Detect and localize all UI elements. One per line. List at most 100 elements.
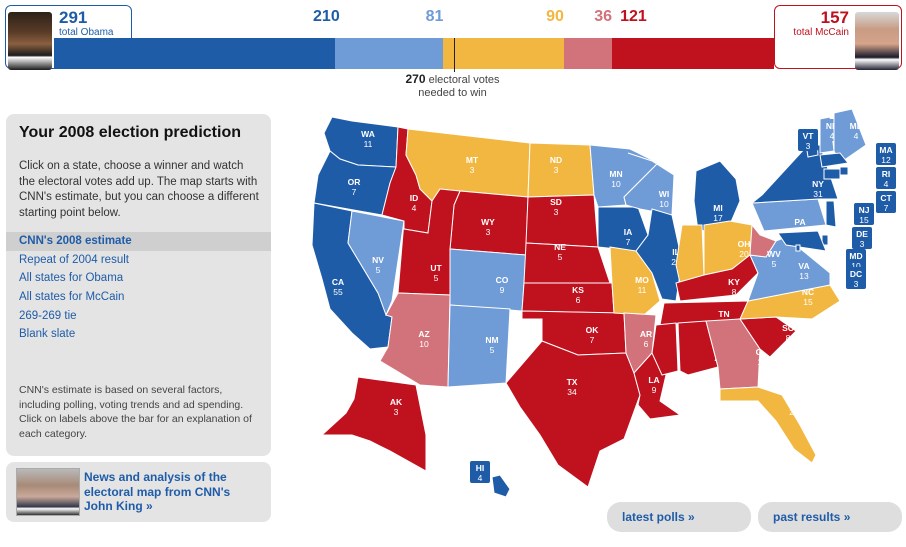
state-ma[interactable]	[819, 152, 849, 168]
state-nj[interactable]	[825, 200, 837, 228]
state-abbr-az: AZ	[418, 329, 429, 339]
state-abbr-ia: IA	[624, 227, 633, 237]
state-fl[interactable]	[719, 386, 817, 464]
state-ev-ak: 3	[394, 407, 399, 417]
state-abbr-hi: HI	[476, 463, 485, 473]
state-ev-ma: 12	[881, 155, 891, 165]
john-king-link[interactable]: News and analysis of the electoral map f…	[84, 470, 231, 513]
state-me[interactable]	[833, 108, 867, 164]
state-ev-me: 4	[854, 131, 859, 141]
state-abbr-la: LA	[648, 375, 659, 385]
state-ev-oh: 20	[739, 249, 749, 259]
state-badge-hi[interactable]	[470, 461, 490, 483]
state-abbr-nd: ND	[550, 155, 562, 165]
state-abbr-fl: FL	[789, 397, 799, 407]
bar-label-solid-mccain[interactable]: 121	[620, 8, 647, 25]
state-ev-tx: 34	[567, 387, 577, 397]
state-badge-dc[interactable]	[846, 267, 866, 289]
state-in[interactable]	[675, 224, 705, 284]
state-ev-nc: 15	[803, 297, 813, 307]
john-king-promo[interactable]: News and analysis of the electoral map f…	[6, 462, 271, 522]
state-badge-ri[interactable]	[876, 167, 896, 189]
option-2[interactable]: All states for Obama	[19, 272, 124, 285]
bar-segment-lean-obama	[335, 38, 444, 69]
state-ct[interactable]	[823, 168, 841, 180]
bar-label-tossup[interactable]: 90	[546, 8, 564, 25]
state-ms[interactable]	[651, 322, 679, 376]
state-abbr-mt: MT	[466, 155, 479, 165]
option-1[interactable]: Repeat of 2004 result	[19, 253, 129, 266]
state-ev-fl: 27	[789, 407, 799, 417]
state-az[interactable]	[379, 292, 451, 388]
state-ne[interactable]	[523, 242, 611, 284]
bar-label-lean-obama[interactable]: 81	[425, 8, 444, 25]
state-ev-id: 4	[412, 203, 417, 213]
state-ev-ct: 7	[884, 203, 889, 213]
state-mi[interactable]	[693, 160, 741, 232]
state-ev-nd: 3	[554, 165, 559, 175]
state-badge-vt[interactable]	[798, 129, 818, 151]
needed-text: electoral votes	[428, 74, 500, 86]
bar-label-lean-mccain[interactable]: 36	[594, 8, 613, 25]
state-badge-nj[interactable]	[854, 203, 874, 225]
option-5[interactable]: Blank slate	[19, 328, 76, 341]
starting-point-options: CNN's 2008 estimate Repeat of 2004 result…	[6, 232, 271, 344]
state-abbr-nv: NV	[372, 255, 384, 265]
state-abbr-or: OR	[348, 177, 361, 187]
option-4[interactable]: 269-269 tie	[19, 309, 77, 322]
state-md[interactable]	[777, 230, 827, 252]
state-ks[interactable]	[521, 282, 615, 314]
state-abbr-mi: MI	[713, 203, 722, 213]
state-co[interactable]	[449, 248, 527, 312]
state-nm[interactable]	[447, 304, 511, 388]
panel-note: CNN's estimate is based on several facto…	[19, 384, 252, 440]
state-al[interactable]	[677, 320, 719, 376]
state-ev-az: 10	[419, 339, 429, 349]
option-3[interactable]: All states for McCain	[19, 291, 125, 304]
state-abbr-me: ME	[850, 121, 863, 131]
state-ri[interactable]	[839, 166, 849, 176]
state-badge-ma[interactable]	[876, 143, 896, 165]
state-dc[interactable]	[795, 244, 801, 252]
state-ev-sc: 8	[786, 333, 791, 343]
past-results-button[interactable]: past results »	[758, 502, 902, 532]
state-ev-ar: 6	[644, 339, 649, 349]
state-ev-mn: 10	[611, 179, 621, 189]
state-badge-de[interactable]	[852, 227, 872, 249]
state-ev-dc: 3	[854, 279, 859, 289]
state-abbr-wa: WA	[361, 129, 375, 139]
state-abbr-tn: TN	[718, 309, 729, 319]
state-ev-ca: 55	[333, 287, 343, 297]
state-pa[interactable]	[751, 198, 827, 232]
state-ev-wy: 3	[486, 227, 491, 237]
state-abbr-ny: NY	[812, 179, 824, 189]
state-mt[interactable]	[405, 128, 531, 202]
state-wi[interactable]	[623, 152, 675, 216]
state-abbr-nm: NM	[485, 335, 498, 345]
option-0[interactable]: CNN's 2008 estimate	[6, 232, 271, 251]
latest-polls-button[interactable]: latest polls »	[607, 502, 751, 532]
state-abbr-wi: WI	[659, 189, 669, 199]
state-ut[interactable]	[397, 188, 461, 296]
needed-text-2: needed to win	[418, 87, 487, 99]
state-wv[interactable]	[749, 223, 777, 258]
state-badge-md[interactable]	[846, 249, 866, 271]
state-ev-md: 10	[851, 261, 861, 271]
state-nd[interactable]	[527, 142, 595, 198]
state-abbr-oh: OH	[738, 239, 751, 249]
state-ev-mi: 17	[713, 213, 723, 223]
state-abbr-ok: OK	[586, 325, 600, 335]
bar-label-solid-obama[interactable]: 210	[313, 8, 340, 25]
state-tx[interactable]	[505, 340, 641, 488]
state-abbr-id: ID	[410, 193, 419, 203]
state-abbr-ga: GA	[756, 347, 769, 357]
state-ev-or: 7	[352, 187, 357, 197]
state-sd[interactable]	[525, 194, 599, 248]
state-ev-mo: 11	[638, 285, 647, 295]
state-ev-wi: 10	[659, 199, 669, 209]
state-badge-ct[interactable]	[876, 191, 896, 213]
state-il[interactable]	[635, 208, 683, 302]
state-ev-ga: 15	[757, 357, 767, 367]
state-ak[interactable]	[320, 376, 427, 472]
state-hi[interactable]	[491, 474, 511, 498]
